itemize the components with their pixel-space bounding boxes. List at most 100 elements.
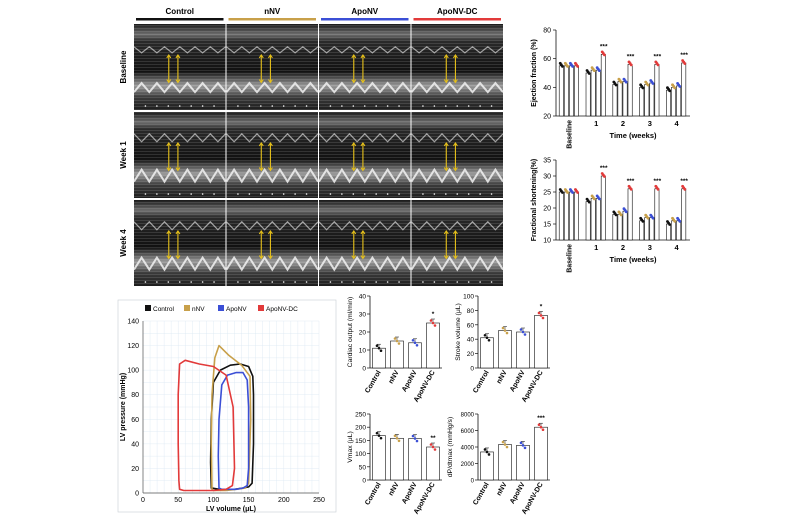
- echo-time-marker: [352, 281, 355, 283]
- y-tick-label: 200: [355, 425, 366, 432]
- data-point: [619, 213, 623, 217]
- echo-time-marker: [271, 105, 274, 107]
- echo-time-marker: [386, 193, 389, 195]
- echo-time-marker: [490, 193, 493, 195]
- echo-time-marker: [190, 105, 192, 107]
- arrow-head: [360, 255, 366, 260]
- echo-time-marker: [178, 105, 181, 107]
- data-point: [523, 333, 527, 336]
- data-point: [603, 53, 606, 57]
- bar: [563, 65, 569, 117]
- echo-group-label: nNV: [264, 7, 281, 16]
- echo-time-marker: [422, 105, 424, 107]
- data-point: [487, 453, 491, 456]
- bar: [622, 81, 628, 117]
- data-point: [429, 443, 433, 446]
- legend-swatch: [258, 305, 264, 311]
- data-point: [411, 434, 415, 438]
- significance-label: ***: [680, 178, 688, 185]
- echo-wall-trace: [225, 167, 319, 184]
- arrow-head: [268, 142, 273, 147]
- data-point: [678, 85, 682, 88]
- bar: [681, 62, 687, 117]
- echo-time-marker: [237, 105, 239, 107]
- data-point: [592, 197, 596, 201]
- data-point: [614, 213, 618, 217]
- arrow-head: [166, 255, 172, 260]
- bar: [408, 342, 422, 369]
- echo-group-label: Control: [166, 7, 194, 16]
- legend-swatch: [218, 305, 224, 311]
- echo-time-marker: [282, 105, 285, 107]
- pv-loop-frame: [117, 299, 337, 513]
- y-axis-title: LV pressure (mmHg): [120, 373, 127, 441]
- bar: [600, 175, 606, 241]
- echo-time-marker: [363, 105, 366, 107]
- data-point: [485, 336, 489, 340]
- legend-swatch: [184, 305, 190, 311]
- data-point: [393, 434, 397, 438]
- data-point: [537, 423, 541, 427]
- y-tick-label: 20: [131, 466, 139, 473]
- data-point: [395, 436, 399, 440]
- data-point: [641, 86, 645, 90]
- echo-time-marker: [422, 193, 424, 195]
- bar: [600, 54, 606, 117]
- data-point: [487, 338, 491, 342]
- y-tick-label: 100: [355, 451, 366, 458]
- arrow-head: [351, 255, 357, 260]
- echo-time-marker: [156, 281, 158, 283]
- arrow-head: [351, 142, 357, 147]
- pv-loop-series: [217, 371, 250, 491]
- x-tick-label: 2: [621, 243, 625, 252]
- x-tick-label: 0: [141, 497, 145, 504]
- echo-time-marker: [479, 281, 481, 283]
- echo-wall-trace: [318, 46, 411, 54]
- x-axis-title: LV volume (μL): [206, 506, 256, 513]
- arrow-head: [175, 79, 181, 84]
- y-tick-label: 80: [543, 28, 551, 35]
- data-point: [561, 64, 564, 68]
- data-point: [539, 314, 543, 317]
- echo-time-marker: [271, 281, 274, 283]
- bar: [649, 82, 655, 117]
- data-point: [566, 64, 569, 68]
- significance-label: ***: [600, 43, 608, 50]
- echo-wall-trace: [318, 255, 412, 272]
- arrow-head: [443, 79, 449, 84]
- echo-time-marker: [260, 281, 262, 283]
- arrow-head: [268, 255, 273, 260]
- data-point: [651, 82, 655, 85]
- echo-time-marker: [445, 105, 447, 107]
- echo-time-marker: [178, 281, 181, 283]
- echo-group-color-bar: [321, 18, 409, 21]
- arrow-head: [166, 79, 172, 84]
- y-tick-label: 10: [543, 238, 551, 245]
- echo-wall-trace: [226, 132, 319, 143]
- data-point: [433, 448, 437, 451]
- y-axis-title: Vmax (μL): [347, 431, 354, 463]
- bar: [408, 438, 422, 481]
- bar: [498, 330, 512, 369]
- echo-group-color-bar: [413, 18, 501, 21]
- bar: [590, 69, 596, 117]
- echo-time-marker: [398, 281, 400, 283]
- arrow-head: [166, 142, 172, 147]
- arrow-head: [360, 167, 366, 172]
- data-point: [503, 443, 507, 446]
- data-point: [501, 326, 505, 330]
- data-point: [673, 219, 677, 223]
- echo-time-marker: [237, 281, 239, 283]
- arrow-head: [360, 54, 366, 59]
- y-tick-label: 60: [543, 56, 551, 63]
- arrow-head: [443, 142, 449, 147]
- x-tick-label: ApoNV: [509, 369, 527, 393]
- data-point: [576, 64, 580, 68]
- data-point: [673, 86, 677, 90]
- pv-loop-chart: 0 20 40 60 80 100 120 140 0 50 100 150 200 250 LV volu…: [117, 299, 337, 513]
- echo-wall-trace: [318, 167, 412, 184]
- echo-time-marker: [213, 105, 215, 107]
- bar: [516, 445, 530, 481]
- dpdt-max-chart: 0 2000 4000 6000 8000 dP/dtmax (mmHg/s) Contro…: [447, 413, 550, 516]
